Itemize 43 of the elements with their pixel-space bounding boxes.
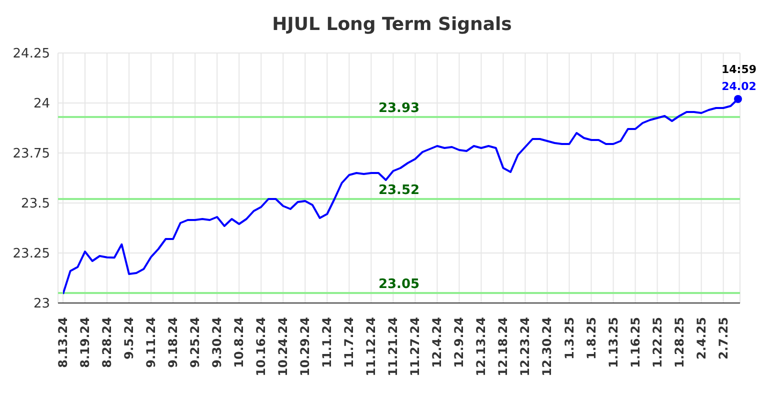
x-tick-label: 1.16.25 <box>628 317 642 368</box>
ref-line-label: 23.93 <box>378 101 420 116</box>
x-tick-label: 10.24.24 <box>276 317 290 376</box>
x-tick-label: 9.5.24 <box>122 317 136 360</box>
y-tick-label: 23.25 <box>12 246 50 262</box>
x-tick-label: 9.25.24 <box>188 317 202 368</box>
x-tick-label: 11.1.24 <box>320 317 334 368</box>
x-tick-label: 11.12.24 <box>364 317 378 376</box>
x-tick-label: 9.30.24 <box>210 317 224 368</box>
x-tick-label: 9.18.24 <box>166 317 180 368</box>
chart-title: HJUL Long Term Signals <box>271 14 513 35</box>
annotation: 14:59 <box>721 63 757 76</box>
y-tick-label: 23 <box>33 296 50 312</box>
x-tick-label: 1.3.25 <box>562 317 576 360</box>
y-tick-label: 24.25 <box>12 46 50 62</box>
x-tick-label: 9.11.24 <box>144 317 158 368</box>
x-tick-label: 12.9.24 <box>452 317 466 368</box>
data-label: 24.02 <box>722 80 756 93</box>
x-tick-label: 12.23.24 <box>518 317 532 376</box>
x-tick-label: 12.13.24 <box>474 317 488 376</box>
x-tick-label: 10.16.24 <box>254 317 268 376</box>
x-tick-label: 11.7.24 <box>342 317 356 368</box>
x-tick-label: 10.29.24 <box>298 317 312 376</box>
x-tick-label: 12.30.24 <box>540 317 554 376</box>
y-tick-label: 24 <box>33 96 50 112</box>
x-tick-label: 8.28.24 <box>100 317 114 368</box>
x-tick-label: 11.27.24 <box>408 317 422 376</box>
y-tick-label: 23.75 <box>12 146 50 162</box>
x-tick-label: 2.4.25 <box>694 317 708 360</box>
x-tick-label: 11.21.24 <box>386 317 400 376</box>
ref-line-label: 23.05 <box>378 277 420 292</box>
x-tick-label: 1.22.25 <box>650 317 664 368</box>
x-tick-label: 12.4.24 <box>430 317 444 368</box>
x-tick-label: 8.19.24 <box>78 317 92 368</box>
y-tick-label: 23.5 <box>21 196 50 212</box>
x-tick-label: 2.7.25 <box>716 317 730 360</box>
x-tick-label: 1.13.25 <box>606 317 620 368</box>
x-tick-label: 10.8.24 <box>232 317 246 368</box>
ref-line-label: 23.52 <box>378 183 420 198</box>
x-tick-label: 1.28.25 <box>672 317 686 368</box>
x-tick-label: 1.8.25 <box>584 317 598 360</box>
x-tick-label: 12.18.24 <box>496 317 510 376</box>
x-tick-label: 8.13.24 <box>56 317 70 368</box>
